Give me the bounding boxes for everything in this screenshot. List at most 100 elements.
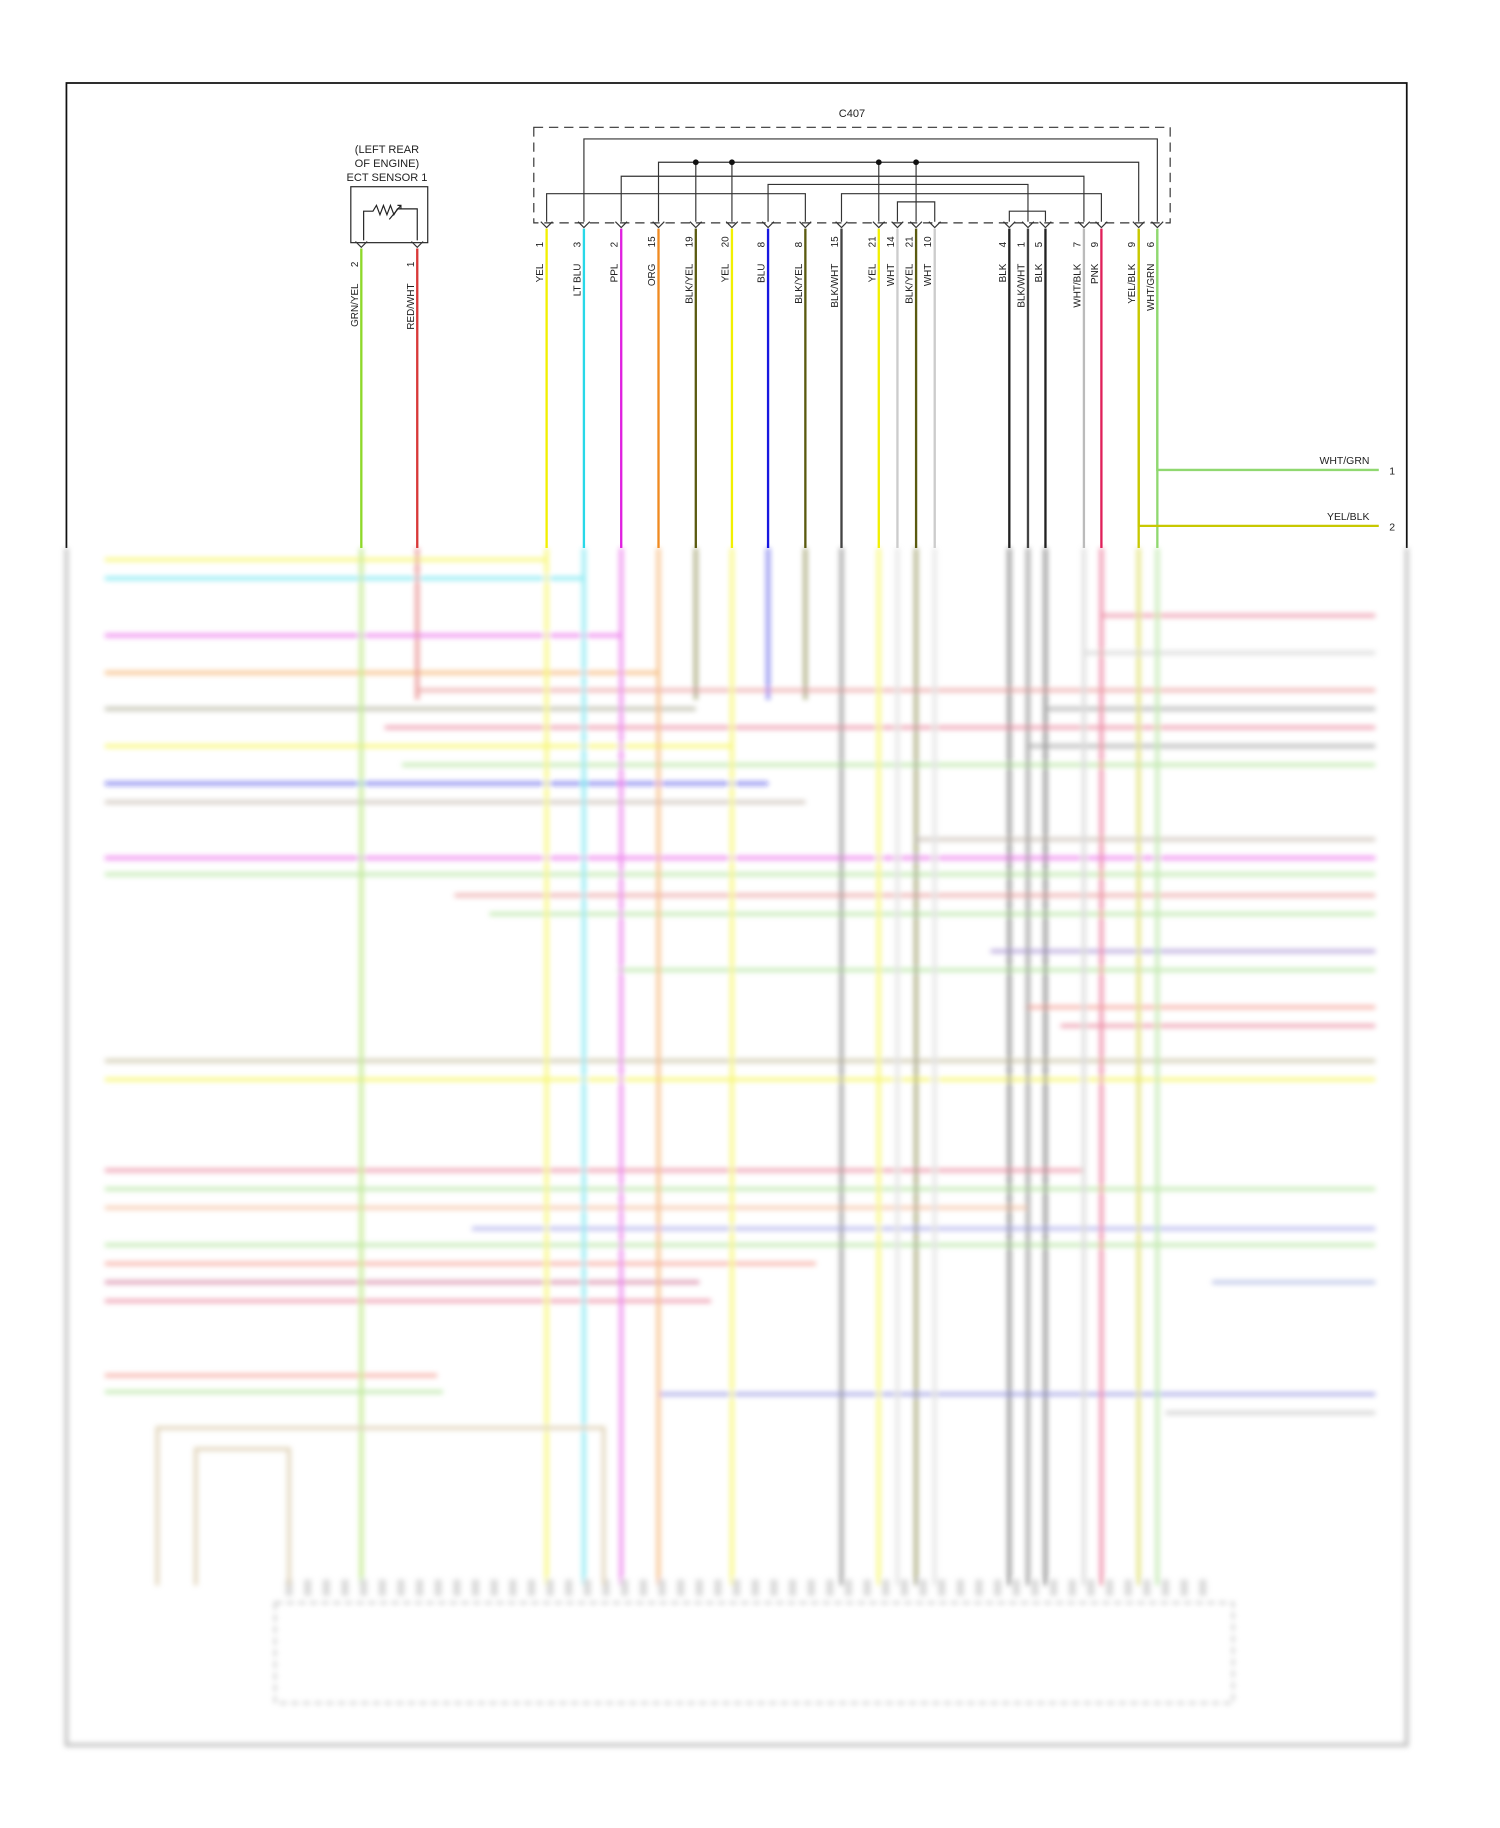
wire-c407-13: 4 BLK: [998, 221, 1016, 549]
pcm-pin: [602, 1579, 610, 1596]
pin-number: 10: [923, 236, 934, 248]
pin-number: 20: [720, 236, 731, 248]
pin-number: 2: [350, 262, 361, 268]
pcm-pin: [770, 1579, 778, 1596]
pin-number: 4: [998, 241, 1009, 247]
wire-color-label: BLK/YEL: [794, 263, 805, 304]
wire-color-label: WHT: [923, 264, 934, 287]
pcm-pin: [490, 1579, 498, 1596]
wire-c407-14: 1 BLK/WHT: [1016, 221, 1035, 549]
wire-color-label: PNK: [1090, 263, 1101, 284]
wire-color-label: YEL: [535, 263, 546, 282]
wire-color-label: BLK: [1034, 263, 1045, 282]
terminal-icon: [1021, 221, 1035, 229]
wire-c407-10: 14 WHT: [886, 221, 904, 549]
pcm-pin: [509, 1579, 517, 1596]
wire-c407-8: 15 BLK/WHT: [830, 221, 848, 549]
out-1-color: WHT/GRN: [1319, 456, 1369, 467]
wire-c407-16: 7 WHT/BLK: [1072, 221, 1091, 549]
pcm-pin: [938, 1579, 946, 1596]
pcm-pin: [416, 1579, 424, 1596]
out-1-pin: 1: [1389, 467, 1395, 478]
pcm-pin: [1162, 1579, 1169, 1596]
wire-color-label: WHT/BLK: [1072, 263, 1083, 307]
wire-sensor-0: 2 GRN/YEL: [350, 241, 368, 549]
terminal-icon: [928, 221, 941, 229]
pcm-pin: [844, 1579, 852, 1596]
pcm-pin: [621, 1579, 629, 1596]
sensor-title-line-1: (LEFT REAR: [355, 144, 419, 156]
pcm-pin: [304, 1579, 312, 1596]
ect-sensor: (LEFT REAR OF ENGINE) ECT SENSOR 1: [346, 144, 429, 244]
pcm-pin: [1031, 1579, 1039, 1596]
terminal-icon: [891, 221, 904, 229]
wire-c407-0: 1 YEL: [535, 221, 553, 549]
pcm-pin: [900, 1579, 908, 1596]
splice-dots: [692, 159, 919, 166]
terminal-icon: [872, 221, 886, 229]
pin-number: 7: [1072, 242, 1083, 248]
pcm-pin: [1087, 1579, 1095, 1596]
diagram-frame: [65, 82, 1408, 549]
terminal-icon: [725, 221, 739, 229]
wire-color-label: YEL/BLK: [1127, 263, 1138, 304]
wire-color-label: BLK/YEL: [684, 263, 695, 304]
wire-color-label: PPL: [610, 263, 621, 282]
wire-color-label: YEL: [720, 263, 731, 282]
pcm-pin: [1012, 1579, 1020, 1596]
terminal-icon: [1132, 221, 1145, 229]
pcm-pin: [1180, 1579, 1188, 1596]
frame-lower: [64, 548, 1409, 1747]
pin-number: 1: [535, 241, 546, 247]
wire-c407-18: 9 YEL/BLK: [1127, 221, 1145, 549]
pcm-pin: [733, 1579, 741, 1596]
pcm-pin: [565, 1579, 573, 1596]
pin-number: 21: [867, 236, 878, 248]
pcm-pin: [826, 1579, 834, 1596]
pin-number: 19: [684, 236, 695, 248]
terminal-icon: [652, 221, 665, 229]
wire-color-label: WHT/GRN: [1146, 264, 1157, 311]
terminal-icon: [577, 221, 591, 229]
pin-number: 5: [1034, 241, 1045, 247]
wire-color-label: YEL: [867, 263, 878, 282]
pcm-pin: [994, 1579, 1002, 1596]
obscured-lower-diagram: [64, 548, 1409, 1747]
wire-c407-19: 6 WHT/GRN: [1146, 221, 1164, 549]
pin-number: 21: [905, 236, 916, 248]
pin-number: 8: [794, 241, 805, 247]
pcm-pin: [956, 1579, 964, 1596]
pcm-pin: [1050, 1579, 1058, 1596]
pcm-pin: [397, 1579, 405, 1596]
wire-color-label: RED/WHT: [406, 283, 417, 329]
pin-number: 1: [1016, 241, 1027, 247]
pcm-pin: [789, 1579, 797, 1596]
pcm-pin: [1124, 1579, 1132, 1596]
pcm-pin: [378, 1579, 386, 1596]
wire-c407-3: 15 ORG: [647, 221, 665, 549]
pin-number: 15: [647, 236, 658, 248]
pcm-pin: [639, 1579, 647, 1596]
wire-c407-12: 10 WHT: [923, 221, 941, 549]
sensor-title-line-2: OF ENGINE): [355, 158, 420, 170]
terminal-icon: [1077, 221, 1091, 229]
sensor-body: [350, 186, 429, 244]
pcm-pin: [527, 1579, 535, 1596]
wire-color-label: GRN/YEL: [350, 283, 361, 327]
pcm-pin: [285, 1579, 293, 1596]
wire-color-label: WHT: [886, 264, 897, 287]
wire-color-label: BLU: [757, 264, 768, 283]
pin-number: 1: [406, 261, 417, 267]
pin-number: 15: [830, 236, 841, 248]
pcm-pin: [714, 1579, 722, 1596]
wire-c407-6: 8 BLU: [757, 221, 775, 549]
wire-c407-1: 3 LT BLU: [572, 221, 591, 549]
pcm-pin: [975, 1579, 983, 1596]
out-2-color: YEL/BLK: [1327, 512, 1370, 523]
wire-c407-4: 19 BLK/YEL: [684, 221, 703, 549]
pin-number: 9: [1127, 241, 1138, 247]
wire-c407-9: 21 YEL: [867, 221, 886, 549]
pcm-pin: [695, 1579, 703, 1596]
pin-number: 14: [886, 236, 897, 248]
